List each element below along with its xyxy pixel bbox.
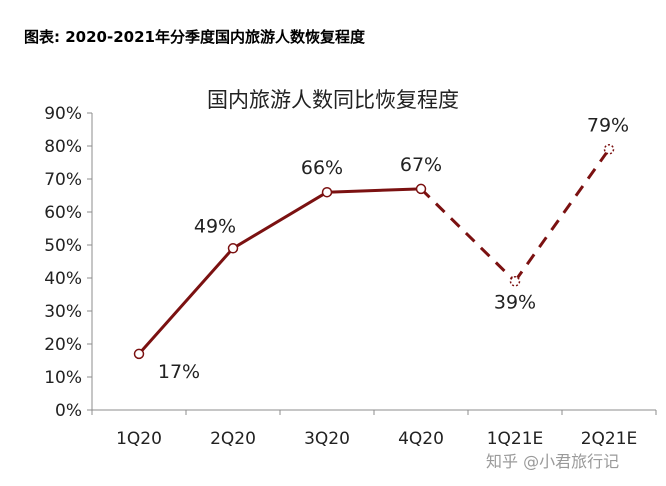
x-tick-label: 2Q21E (581, 429, 638, 449)
data-label: 67% (400, 154, 442, 176)
y-tick-label: 50% (44, 236, 82, 256)
y-tick-label: 80% (44, 137, 82, 157)
data-label: 39% (494, 291, 536, 313)
y-tick-label: 30% (44, 302, 82, 322)
y-tick-label: 90% (44, 104, 82, 124)
x-tick-label: 1Q20 (116, 429, 162, 449)
watermark-text: 知乎 @小君旅行记 (486, 452, 620, 471)
series-line-segment (137, 246, 235, 356)
data-point (509, 276, 521, 287)
y-tick-label: 20% (44, 335, 82, 355)
x-tick-label: 4Q20 (398, 429, 444, 449)
figure-caption: 图表: 2020-2021年分季度国内旅游人数恢复程度 (24, 28, 365, 46)
data-point (603, 144, 615, 155)
data-point (133, 348, 145, 360)
x-tick-label: 2Q20 (210, 429, 256, 449)
x-tick-label: 3Q20 (304, 429, 350, 449)
x-tick-label: 1Q21E (487, 429, 544, 449)
y-tick-label: 0% (55, 401, 82, 421)
series-line-segment-dashed (513, 148, 611, 283)
data-label: 79% (587, 114, 629, 136)
y-tick-label: 60% (44, 203, 82, 223)
y-tick-label: 40% (44, 269, 82, 289)
data-label: 49% (194, 215, 236, 237)
chart-title: 国内旅游人数同比恢复程度 (207, 88, 459, 112)
y-tick-label: 10% (44, 368, 82, 388)
y-tick-label: 70% (44, 170, 82, 190)
data-label: 17% (158, 361, 200, 383)
data-point (227, 243, 239, 254)
data-point (321, 186, 333, 198)
series-line-segment (231, 190, 329, 250)
data-point (415, 183, 427, 195)
data-label: 66% (301, 157, 343, 179)
series-line-segment-dashed (419, 187, 517, 283)
series-line-segment (325, 187, 423, 194)
